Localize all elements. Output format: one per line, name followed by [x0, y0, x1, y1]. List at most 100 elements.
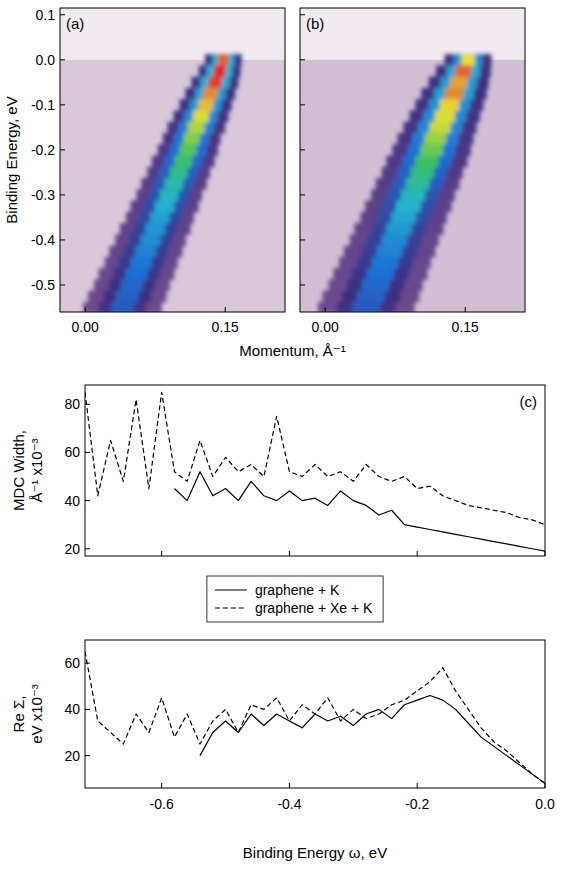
band-slice	[386, 223, 411, 235]
band-slice	[119, 257, 163, 269]
band-slice	[164, 155, 202, 167]
band-slice	[398, 167, 447, 179]
y-tick-label: 60	[64, 444, 80, 460]
band-slice	[337, 302, 396, 312]
band-slice	[367, 268, 394, 280]
y-tick-label: 60	[64, 655, 80, 671]
series-line	[85, 392, 545, 524]
band-slice	[388, 189, 439, 201]
band-slice	[397, 133, 473, 145]
y-tick	[60, 284, 65, 285]
y-tick	[60, 104, 65, 105]
background	[60, 8, 285, 312]
band-slice	[218, 54, 228, 66]
legend-swatch	[215, 607, 247, 608]
x-tick-label: -0.4	[277, 796, 301, 812]
band-slice	[357, 257, 413, 269]
y-axis-title: MDC Width,Å⁻¹ x10⁻³	[10, 430, 45, 511]
band-slice	[115, 234, 186, 246]
band-slice	[420, 144, 442, 156]
x-tick	[545, 783, 546, 788]
y-tick-label: 80	[64, 396, 80, 412]
band-slice	[352, 302, 380, 312]
band-slice	[160, 189, 179, 201]
band-slice	[121, 279, 143, 291]
band-slice	[131, 201, 199, 213]
y-tick	[300, 14, 305, 15]
y-axis-title-line: MDC Width,	[10, 430, 27, 511]
x-tick-label: -0.6	[150, 796, 174, 812]
y-tick	[60, 59, 65, 60]
band-slice	[352, 268, 409, 280]
band-slice	[208, 77, 221, 89]
band-slice	[447, 65, 480, 77]
x-tick-label: -0.2	[405, 796, 429, 812]
band-slice	[435, 110, 455, 122]
band-slice	[392, 144, 470, 156]
band-slice	[440, 77, 477, 89]
band-slice	[371, 189, 455, 201]
band-slice	[415, 155, 438, 167]
x-tick-label: 0.15	[452, 319, 479, 335]
band-slice	[195, 88, 225, 100]
y-tick	[300, 104, 305, 105]
band-slice	[406, 178, 430, 190]
band-slice	[158, 144, 218, 156]
band-slice	[174, 155, 192, 167]
plot-area	[300, 8, 525, 312]
band-slice	[430, 122, 451, 134]
figure-container: 0.10.0-0.1-0.2-0.3-0.4-0.50.000.15(a)Bin…	[0, 0, 584, 895]
y-tick	[60, 149, 65, 150]
band-slice	[342, 291, 401, 303]
x-tick	[161, 551, 162, 556]
y-tick	[300, 284, 305, 285]
band-slice	[99, 302, 147, 312]
panel-label: (c)	[520, 393, 538, 410]
band-slice	[411, 167, 434, 179]
band-slice	[344, 246, 435, 258]
band-slice	[418, 122, 462, 134]
y-tick-label: 40	[64, 493, 80, 509]
band-slice	[412, 133, 458, 145]
band-slice	[83, 302, 161, 312]
band-slice	[134, 223, 177, 235]
band-slice	[191, 77, 238, 89]
band-slice	[203, 88, 217, 100]
band-slice	[180, 99, 232, 111]
band-slice	[429, 77, 489, 89]
series-line	[85, 652, 545, 784]
band-slice	[214, 65, 226, 77]
band-slice	[362, 246, 418, 258]
plot-area	[85, 392, 545, 551]
band-slice	[152, 155, 215, 167]
band-slice	[434, 88, 474, 100]
band-slice	[140, 234, 160, 246]
band-slice	[131, 257, 152, 269]
band-slice	[129, 234, 172, 246]
band-slice	[429, 99, 470, 111]
band-slice	[377, 212, 429, 224]
band-slice	[372, 223, 426, 235]
panel-label: (b)	[306, 15, 324, 32]
y-axis-title-line: Re Σ,	[10, 696, 27, 733]
panel-label: (a)	[66, 15, 84, 32]
band-slice	[382, 167, 463, 179]
band-slice	[318, 302, 415, 312]
band-slice	[440, 99, 459, 111]
x-tick	[85, 307, 86, 312]
band-slice	[126, 212, 194, 224]
band-slice	[205, 54, 242, 66]
y-tick-label: 0.1	[36, 7, 56, 23]
band-slice	[163, 133, 221, 145]
band-slice	[145, 223, 165, 235]
y-tick-label: -0.5	[31, 277, 55, 293]
band-slice	[355, 223, 444, 235]
fermi-region	[60, 8, 285, 60]
band-slice	[445, 54, 492, 66]
band-slice	[105, 257, 178, 269]
frame	[85, 640, 545, 788]
band-slice	[333, 268, 427, 280]
band-slice	[409, 110, 480, 122]
x-tick	[465, 307, 466, 312]
band-slice	[137, 189, 202, 201]
